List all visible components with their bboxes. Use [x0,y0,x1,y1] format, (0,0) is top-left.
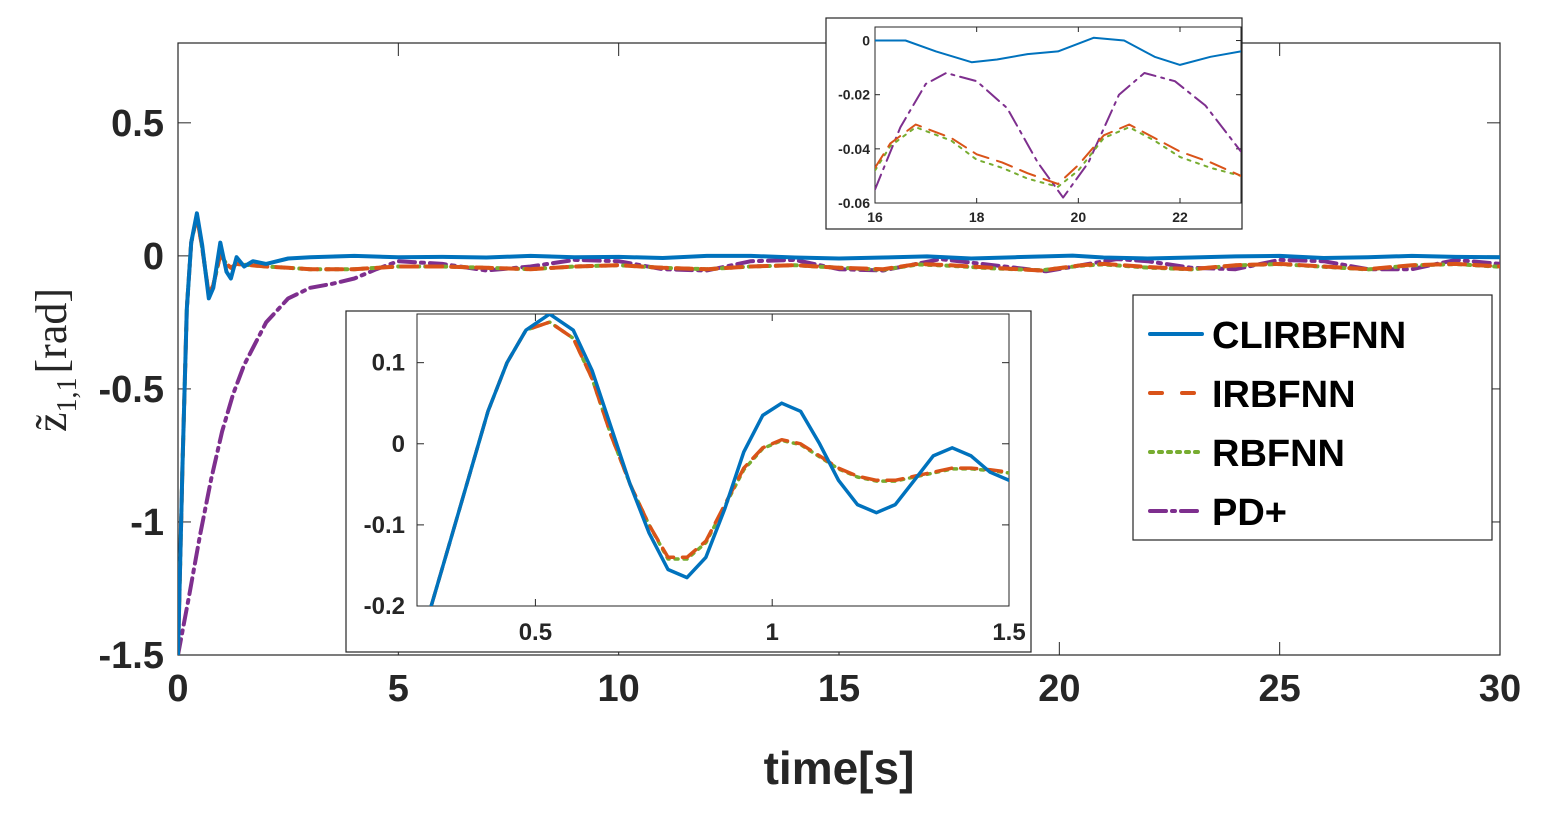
legend-label: CLIRBFNN [1212,315,1406,357]
series-line-clirbfnn [178,211,1500,655]
main-series [178,211,1500,655]
y-axis-label-subscript: 1,1 [52,377,83,412]
inset1-frame [825,17,1243,230]
inset2-frame [345,310,1032,653]
inset1-series [875,36,1241,199]
y-tick-label: 0 [392,431,405,458]
y-axis-label-unit: [rad] [27,288,76,374]
legend-label: RBFNN [1212,433,1345,475]
inset-zoom-0-1.5: 0.5 1 1.5 -0.2 -0.1 0 0.1 [345,310,1032,653]
y-tick-label: 0.1 [372,350,405,377]
inset2-ticks [417,314,1010,607]
y-tick-label: -0.2 [364,593,405,620]
main-tick-labels: 0 5 10 15 20 25 30-1.5-1-0.500.5 [99,103,1522,710]
inset1-ticks [874,27,1241,204]
series-line-rbfnn [875,126,1241,188]
y-tick-label: -1 [130,502,164,544]
y-tick-label: -0.5 [99,369,164,411]
y-tick-label: -0.04 [838,141,870,157]
inset-zoom-16-23: 16 18 20 22 -0.06 -0.04 -0.02 0 [825,17,1243,230]
legend-label: PD+ [1212,492,1287,534]
x-tick-label: 15 [818,668,860,710]
x-tick-label: 0.5 [519,619,552,646]
x-tick-label: 1.5 [992,619,1025,646]
x-tick-label: 10 [598,668,640,710]
x-tick-label: 20 [1038,668,1080,710]
x-tick-label: 30 [1479,668,1521,710]
series-line-pd- [875,72,1241,199]
y-tick-label: -0.02 [838,87,870,103]
x-tick-label: 18 [969,209,985,225]
y-axis-label-symbol: z̃ [27,412,76,432]
y-tick-label: -1.5 [99,635,164,677]
x-tick-label: 25 [1259,668,1301,710]
series-line-clirbfnn [429,314,1009,606]
inset1-plot-area [874,26,1242,204]
y-tick-label: 0.5 [111,103,164,145]
y-tick-label: 0 [862,33,870,49]
x-tick-label: 0 [167,668,188,710]
x-tick-label: 22 [1172,209,1188,225]
y-tick-label: -0.06 [838,195,870,211]
inset1-tick-labels: 16 18 20 22 -0.06 -0.04 -0.02 0 [838,33,1188,225]
legend-box [1132,294,1493,541]
x-tick-label: 20 [1071,209,1087,225]
series-line-clirbfnn [875,36,1241,66]
y-tick-label: -0.1 [364,512,405,539]
inset2-series [429,314,1009,606]
y-axis-label: z̃1,1[rad] [27,288,83,432]
legend-entries: CLIRBFNN IRBFNN RBFNN PD+ [1148,315,1406,534]
x-tick-label: 1 [766,619,779,646]
inset2-plot-area [416,313,1010,607]
legend: CLIRBFNN IRBFNN RBFNN PD+ [1132,294,1493,541]
x-axis-label: time[s] [764,742,915,794]
inset2-tick-labels: 0.5 1 1.5 -0.2 -0.1 0 0.1 [364,350,1026,646]
x-tick-label: 5 [388,668,409,710]
y-tick-label: 0 [143,236,164,278]
series-line-irbfnn [875,123,1241,185]
x-tick-label: 16 [867,209,883,225]
legend-label: IRBFNN [1212,374,1356,416]
